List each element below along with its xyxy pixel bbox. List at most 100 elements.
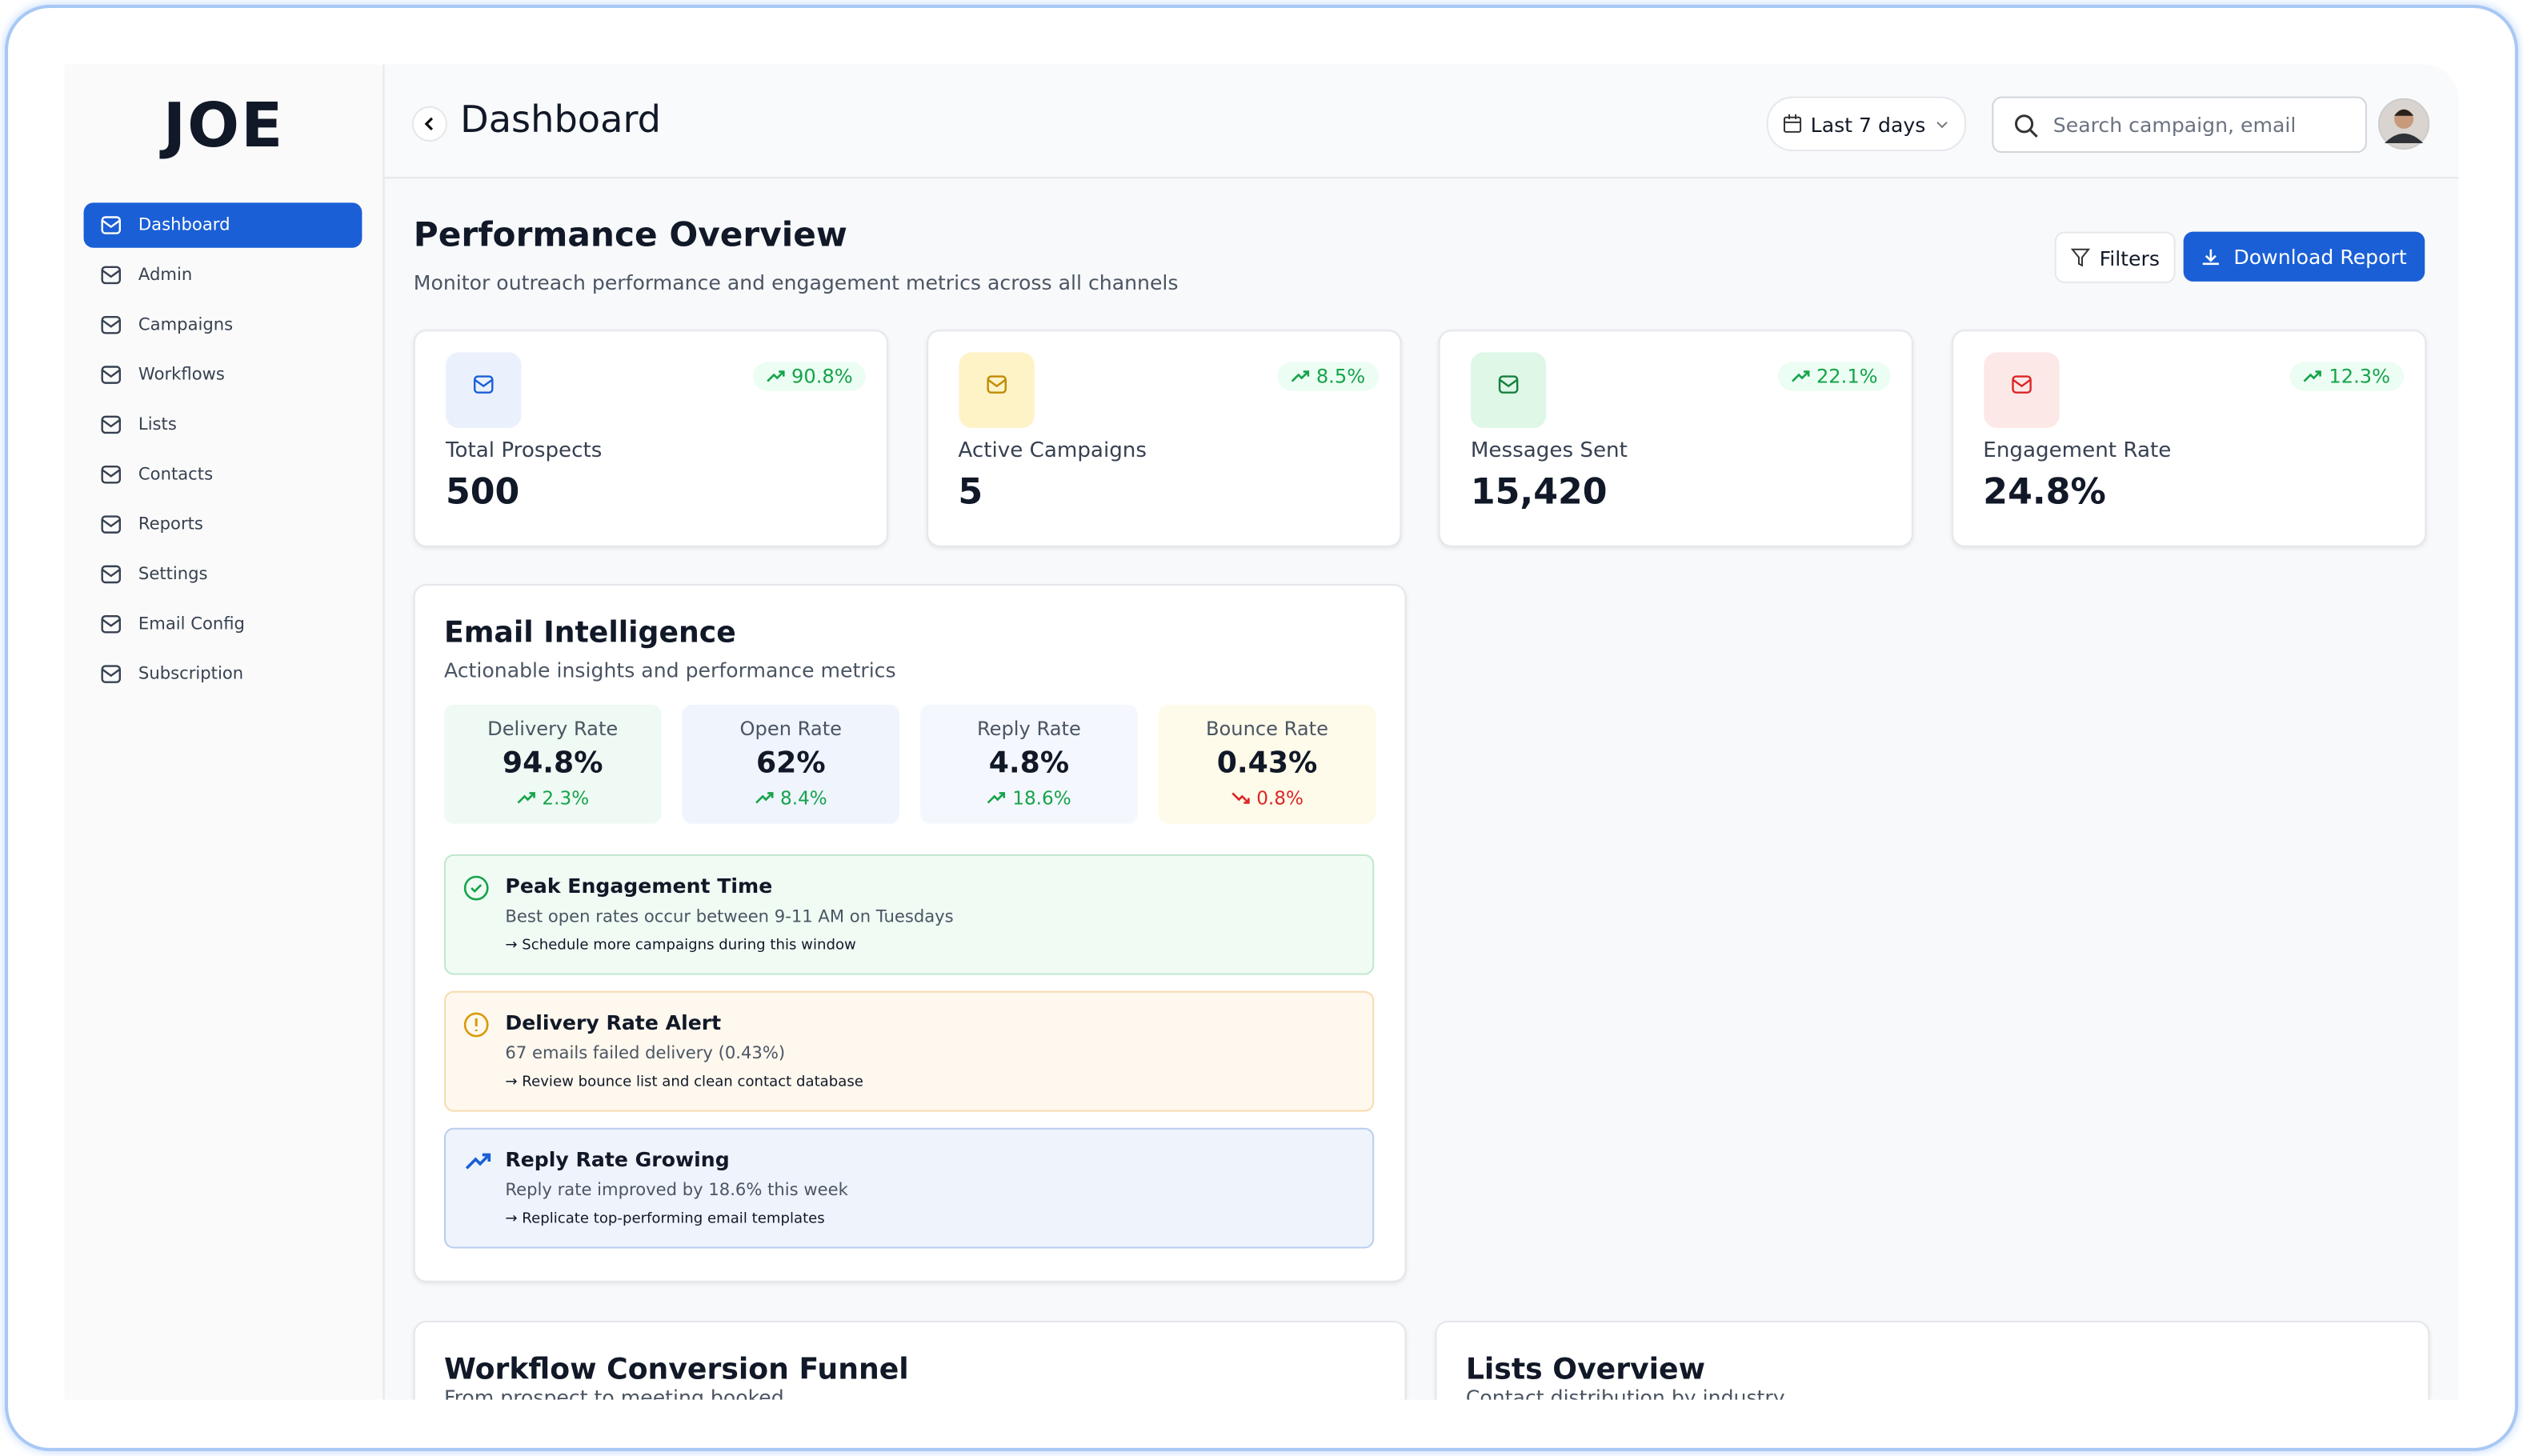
stat-change: 22.1% — [1777, 362, 1891, 391]
stat-card: 12.3% Engagement Rate 24.8% — [1951, 330, 2426, 547]
nav-item[interactable]: Dashboard — [83, 202, 362, 248]
insight-description: Reply rate improved by 18.6% this week — [505, 1181, 848, 1201]
insight-icon — [463, 1012, 489, 1044]
section-subtitle: Contact distribution by industry — [1465, 1385, 1785, 1400]
stat-change: 90.8% — [752, 362, 866, 391]
stat-change-text: 22.1% — [1816, 365, 1878, 388]
stat-change-text: 90.8% — [791, 365, 853, 388]
header: Dashboard Last 7 days Search campaign, e… — [384, 64, 2459, 179]
app: JOE Dashboard Admin Campaigns Workflows List… — [64, 64, 2459, 1400]
nav-label: Lists — [138, 414, 177, 434]
metric-value: 62% — [755, 746, 826, 781]
stat-label: Active Campaigns — [958, 439, 1147, 464]
stat-change: 8.5% — [1277, 362, 1379, 391]
download-button[interactable]: Download Report — [2183, 231, 2425, 282]
insight-action: → Review bounce list and clean contact d… — [505, 1074, 863, 1091]
nav-label: Reports — [138, 514, 203, 534]
stat-change-text: 8.5% — [1316, 365, 1366, 388]
metric-value: 0.43% — [1216, 746, 1318, 781]
filters-label: Filters — [2099, 245, 2160, 270]
stat-value: 5 — [958, 473, 983, 514]
stat-icon — [445, 352, 522, 428]
stat-icon — [958, 352, 1034, 428]
metric-box: Open Rate 62% 8.4% — [682, 704, 900, 824]
metric-label: Reply Rate — [976, 717, 1081, 741]
nav-item[interactable]: Contacts — [84, 452, 362, 497]
section-card: Workflow Conversion Funnel From prospect … — [413, 1321, 1407, 1400]
email-intelligence: Email Intelligence Actionable insights a… — [413, 583, 1407, 1282]
nav-item[interactable]: Reports — [84, 502, 362, 546]
stat-card: 8.5% Active Campaigns 5 — [926, 330, 1401, 547]
stat-value: 500 — [445, 473, 520, 514]
nav-label: Contacts — [138, 465, 214, 485]
stat-label: Messages Sent — [1470, 439, 1628, 464]
logo: JOE — [162, 90, 285, 162]
insight-action: → Schedule more campaigns during this wi… — [505, 938, 856, 954]
insight-title: Peak Engagement Time — [505, 873, 773, 898]
metric-change-text: 18.6% — [1012, 786, 1071, 810]
metric-value: 4.8% — [988, 746, 1070, 781]
page-title: Dashboard — [460, 99, 662, 142]
ei-subtitle: Actionable insights and performance metr… — [443, 658, 896, 682]
metric-change: 0.8% — [1159, 786, 1376, 810]
insight-title: Delivery Rate Alert — [505, 1010, 722, 1035]
ei-title: Email Intelligence — [443, 616, 736, 650]
metric-change: 2.3% — [444, 786, 661, 810]
search[interactable]: Search campaign, email — [1992, 96, 2367, 154]
section-subtitle: From prospect to meeting booked — [443, 1385, 784, 1400]
nav-label: Workflows — [138, 365, 225, 385]
insight-icon — [463, 875, 489, 907]
nav-label: Email Config — [138, 614, 245, 634]
search-placeholder: Search campaign, email — [2052, 112, 2297, 137]
filters-button[interactable]: Filters — [2054, 231, 2176, 283]
nav-item[interactable]: Settings — [84, 552, 362, 597]
stat-icon — [1983, 352, 2059, 428]
metric-box: Reply Rate 4.8% 18.6% — [920, 704, 1138, 824]
section-title: Lists Overview — [1465, 1353, 1706, 1387]
insight-icon — [463, 1149, 492, 1179]
nav-label: Settings — [138, 564, 208, 584]
nav-label: Dashboard — [138, 215, 230, 235]
metric-change-text: 8.4% — [780, 786, 827, 810]
metric-label: Open Rate — [739, 717, 843, 741]
metric-change: 18.6% — [920, 786, 1137, 810]
metric-label: Delivery Rate — [487, 717, 619, 741]
stat-value: 15,420 — [1470, 473, 1608, 514]
download-label: Download Report — [2233, 244, 2407, 269]
avatar[interactable] — [2377, 98, 2430, 150]
stat-label: Engagement Rate — [1983, 439, 2172, 464]
metric-change-text: 0.8% — [1256, 786, 1304, 810]
stat-card: 90.8% Total Prospects 500 — [413, 330, 888, 547]
stat-card: 22.1% Messages Sent 15,420 — [1438, 330, 1913, 547]
stat-icon — [1470, 352, 1547, 428]
insight-action: → Replicate top-performing email templat… — [505, 1211, 825, 1228]
nav-label: Subscription — [138, 664, 244, 684]
insight-description: 67 emails failed delivery (0.43%) — [505, 1044, 786, 1064]
back-button[interactable] — [411, 106, 448, 142]
metric-label: Bounce Rate — [1205, 717, 1329, 741]
nav-item[interactable]: Admin — [84, 253, 362, 298]
nav-item[interactable]: Workflows — [84, 352, 362, 397]
date-range-label: Last 7 days — [1810, 111, 1926, 136]
insight: Delivery Rate Alert 67 emails failed deli… — [443, 990, 1375, 1112]
metric-change: 8.4% — [683, 786, 899, 810]
overview-title: Performance Overview — [413, 215, 847, 254]
metric-change-text: 2.3% — [542, 786, 590, 810]
insight-title: Reply Rate Growing — [505, 1146, 730, 1172]
overview-subtitle: Monitor outreach performance and engagem… — [413, 270, 1179, 295]
date-range[interactable]: Last 7 days — [1766, 96, 1967, 152]
insight: Peak Engagement Time Best open rates occu… — [443, 854, 1375, 975]
nav-item[interactable]: Subscription — [84, 651, 362, 696]
stat-change: 12.3% — [2290, 362, 2404, 391]
nav-label: Campaigns — [138, 315, 234, 335]
insight-description: Best open rates occur between 9-11 AM on… — [505, 907, 954, 927]
stat-label: Total Prospects — [445, 439, 603, 464]
nav-label: Admin — [138, 265, 193, 285]
nav-item[interactable]: Lists — [84, 402, 362, 447]
metric-box: Delivery Rate 94.8% 2.3% — [443, 704, 662, 824]
nav-item[interactable]: Campaigns — [84, 302, 362, 347]
metric-box: Bounce Rate 0.43% 0.8% — [1158, 704, 1376, 824]
insight: Reply Rate Growing Reply rate improved by… — [443, 1127, 1375, 1249]
nav-item[interactable]: Email Config — [84, 602, 362, 646]
